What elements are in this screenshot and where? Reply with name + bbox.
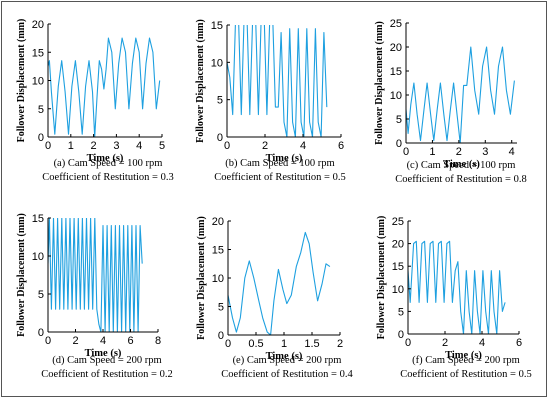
x-tick-label: 6 bbox=[338, 140, 344, 152]
x-tick-label: 3 bbox=[113, 140, 119, 152]
x-tick-label: 1.5 bbox=[304, 338, 319, 350]
data-series-line bbox=[227, 25, 328, 137]
x-axis-label: Time (s) bbox=[266, 153, 303, 164]
caption-line-2: Coefficient of Restitution = 0.5 bbox=[214, 172, 345, 183]
x-tick-label: 0 bbox=[45, 335, 51, 347]
y-tick-label: 25 bbox=[392, 216, 404, 228]
y-tick-label: 25 bbox=[390, 18, 402, 30]
data-series-line bbox=[406, 46, 515, 143]
x-tick-label: 0 bbox=[403, 146, 409, 158]
y-tick-label: 0 bbox=[396, 138, 402, 150]
caption-line-2: Coefficient of Restitution = 0.4 bbox=[221, 369, 353, 380]
x-tick-label: 2 bbox=[91, 140, 97, 152]
x-tick-label: 4 bbox=[100, 335, 106, 347]
caption-line-2: Coefficient of Restitution = 0.2 bbox=[41, 369, 172, 380]
x-tick-label: 2 bbox=[262, 140, 268, 152]
data-series-line bbox=[228, 231, 331, 335]
y-tick-label: 20 bbox=[392, 239, 404, 251]
caption-line-2: Coefficient of Restitution = 0.5 bbox=[400, 369, 531, 380]
y-tick-label: 0 bbox=[38, 132, 44, 144]
x-tick-label: 3 bbox=[482, 146, 488, 158]
y-tick-label: 5 bbox=[398, 306, 404, 318]
y-tick-label: 10 bbox=[211, 57, 223, 69]
caption-line-2: Coefficient of Restitution = 0.8 bbox=[395, 174, 526, 185]
y-tick-label: 10 bbox=[390, 90, 402, 102]
x-tick-label: 4 bbox=[136, 140, 142, 152]
x-tick-label: 0 bbox=[405, 337, 411, 349]
y-tick-label: 15 bbox=[32, 47, 44, 59]
x-tick-label: 0 bbox=[45, 140, 51, 152]
data-series-line bbox=[48, 218, 143, 332]
y-tick-label: 0 bbox=[217, 132, 223, 144]
x-tick-label: 0 bbox=[225, 338, 231, 350]
x-axis-label: Time (s) bbox=[445, 350, 482, 361]
x-tick-label: 6 bbox=[127, 335, 133, 347]
x-axis-label: Time (s) bbox=[87, 153, 124, 164]
chart-panel-3: 0 1 2 3 4 0 5 10 15 20 25 Time (s) Follower Displace… bbox=[374, 18, 527, 185]
caption-line-1: (b) Cam Speed = 100 rpm bbox=[225, 158, 334, 169]
caption-line-1: (d) Cam Speed = 200 rpm bbox=[52, 355, 161, 366]
x-tick-label: 0 bbox=[224, 140, 230, 152]
caption-line-2: Coefficient of Restitution = 0.3 bbox=[42, 172, 173, 183]
x-tick-label: 2 bbox=[72, 335, 78, 347]
caption-line-1: (a) Cam Speed = 100 rpm bbox=[54, 158, 163, 169]
x-tick-label: 5 bbox=[159, 140, 165, 152]
data-series-line bbox=[408, 240, 506, 334]
x-tick-label: 2 bbox=[442, 337, 448, 349]
caption-line-1: (c) Cam Speed = 100 rpm bbox=[407, 160, 516, 171]
y-tick-label: 0 bbox=[38, 327, 44, 339]
x-tick-label: 4 bbox=[300, 140, 306, 152]
y-tick-label: 10 bbox=[32, 76, 44, 88]
x-axis-label: Time (s) bbox=[266, 351, 303, 362]
y-tick-label: 15 bbox=[212, 245, 224, 257]
y-tick-label: 10 bbox=[212, 273, 224, 285]
y-tick-label: 5 bbox=[38, 289, 44, 301]
x-tick-label: 1 bbox=[68, 140, 74, 152]
x-tick-label: 6 bbox=[516, 337, 522, 349]
x-tick-label: 8 bbox=[155, 335, 161, 347]
x-axis-label: Time (s) bbox=[443, 159, 480, 170]
y-tick-label: 20 bbox=[212, 216, 224, 228]
caption-line-1: (f) Cam Speed = 200 rpm bbox=[412, 355, 520, 366]
y-axis-label: Follower Displacement (mm) bbox=[195, 19, 206, 143]
data-series-line bbox=[48, 37, 161, 137]
y-axis-label: Follower Displacement (mm) bbox=[374, 21, 385, 145]
chart-panel-6: 0 2 4 6 0 5 10 15 20 25 Time (s) Follower Displacem… bbox=[376, 216, 532, 380]
y-tick-label: 0 bbox=[398, 329, 404, 341]
y-axis-label: Follower Displacement (mm) bbox=[16, 213, 27, 337]
chart-panel-4: 0 2 4 6 8 0 5 10 15 Time (s) Follower Displacement… bbox=[16, 213, 173, 380]
y-tick-label: 15 bbox=[32, 213, 44, 225]
caption-line-1: (e) Cam Speed = 200 rpm bbox=[233, 355, 342, 366]
x-tick-label: 2 bbox=[456, 146, 462, 158]
y-tick-label: 5 bbox=[38, 104, 44, 116]
y-tick-label: 10 bbox=[392, 284, 404, 296]
y-axis-label: Follower Displacement (mm) bbox=[376, 216, 387, 340]
y-tick-label: 5 bbox=[218, 302, 224, 314]
x-tick-label: 1 bbox=[429, 146, 435, 158]
chart-panel-2: 0 2 4 6 0 5 10 15 Time (s) Follower Displacement … bbox=[195, 19, 346, 183]
y-tick-label: 15 bbox=[211, 20, 223, 32]
y-tick-label: 20 bbox=[390, 42, 402, 54]
x-tick-label: 0.5 bbox=[248, 338, 263, 350]
chart-panel-1: 0 1 2 3 4 5 0 5 10 15 20 Time (s) Follower Displacem… bbox=[16, 19, 174, 183]
x-tick-label: 1 bbox=[281, 338, 287, 350]
y-tick-label: 15 bbox=[390, 66, 402, 78]
x-tick-label: 2 bbox=[337, 338, 343, 350]
y-tick-label: 20 bbox=[32, 19, 44, 31]
x-tick-label: 4 bbox=[509, 146, 515, 158]
y-tick-label: 0 bbox=[218, 330, 224, 342]
x-axis-label: Time (s) bbox=[85, 348, 122, 359]
y-axis-label: Follower Displacement (mm) bbox=[16, 19, 27, 143]
x-tick-label: 4 bbox=[479, 337, 485, 349]
y-axis-label: Follower Displacement (mm) bbox=[196, 216, 207, 340]
y-tick-label: 15 bbox=[392, 261, 404, 273]
y-tick-label: 5 bbox=[396, 114, 402, 126]
y-tick-label: 5 bbox=[217, 95, 223, 107]
y-tick-label: 10 bbox=[32, 251, 44, 263]
